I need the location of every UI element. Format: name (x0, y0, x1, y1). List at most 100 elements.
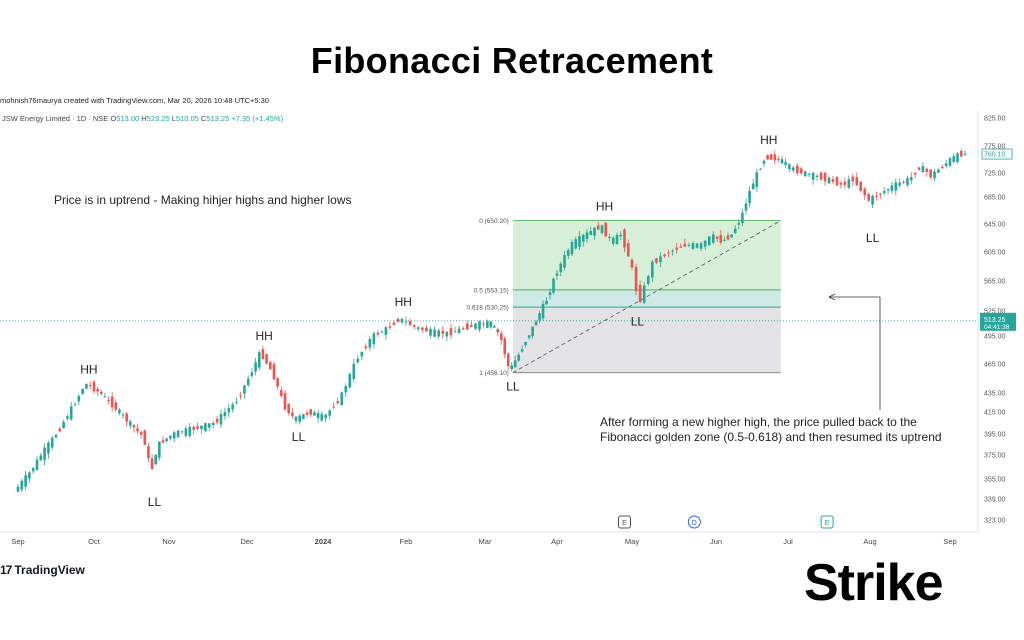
candle-body (392, 322, 396, 326)
candle-body (332, 406, 336, 408)
candle-body (336, 401, 340, 404)
candle-body (408, 321, 412, 326)
candle-body (506, 353, 510, 367)
candle-body (538, 313, 541, 321)
fib-zone-golden (512, 289, 781, 308)
candle-body (139, 431, 143, 435)
candle-body (600, 225, 604, 233)
candle-body (815, 175, 819, 178)
fib-level-label: 0.618 (530.25) (467, 305, 509, 312)
candle-body (150, 458, 154, 469)
y-tick-label: 395.00 (984, 432, 1006, 439)
candle-body (517, 354, 520, 361)
candle-body (871, 195, 874, 205)
candle-body (352, 363, 356, 380)
candle-body (147, 446, 150, 459)
trend-line (512, 220, 781, 374)
candle-body (165, 438, 168, 442)
candle-body (489, 321, 493, 328)
candle-body (28, 472, 31, 479)
y-tick-label: 825.00 (984, 116, 1006, 123)
chart-canvas[interactable]: JSW Energy Limited · 1D · NSE O513.00 H5… (0, 0, 1024, 560)
candle-body (563, 255, 566, 268)
candle-body (929, 169, 932, 178)
candle-body (43, 447, 46, 461)
candle-body (421, 327, 424, 330)
pivot-label-hh: HH (255, 329, 272, 343)
event-marker-label: E (825, 520, 830, 527)
candle-body (433, 329, 436, 337)
candle-body (372, 333, 376, 345)
candle-body (47, 442, 50, 454)
candle-body (268, 362, 272, 370)
y-tick-label: 605.00 (984, 250, 1006, 257)
candle-body (894, 182, 898, 191)
candle-body (31, 467, 35, 472)
candle-body (531, 326, 534, 337)
candle-body (294, 416, 298, 422)
candle-body (655, 258, 658, 263)
candle-body (651, 261, 654, 278)
candle-body (634, 266, 638, 292)
candle-body (623, 229, 626, 248)
candle-body (679, 246, 683, 248)
candle-body (726, 235, 730, 240)
candle-body (882, 191, 886, 194)
candle-body (963, 153, 967, 155)
candle-body (291, 412, 294, 416)
candle-body (552, 278, 555, 293)
candle-body (630, 259, 634, 268)
pivot-label-ll: LL (866, 231, 880, 245)
candle-body (243, 385, 246, 394)
candle-body (272, 364, 276, 380)
candle-body (211, 423, 215, 426)
candle-body (663, 254, 666, 257)
candle-body (96, 389, 99, 392)
candle-body (819, 172, 823, 180)
candle-body (741, 212, 744, 224)
candle-body (596, 225, 600, 230)
candle-body (132, 424, 136, 428)
candle-body (687, 244, 691, 246)
pivot-label-ll: LL (506, 380, 520, 394)
candle-body (246, 378, 250, 386)
candle-body (780, 159, 784, 164)
candle-body (348, 374, 352, 388)
candle-body (344, 386, 348, 393)
ohlc-line: JSW Energy Limited · 1D · NSE O513.00 H5… (2, 114, 284, 123)
candle-body (570, 241, 574, 255)
candle-body (723, 239, 726, 241)
candle-body (81, 388, 84, 394)
x-tick-label: Aug (863, 537, 876, 546)
candle-body (737, 223, 741, 225)
candle-body (589, 231, 593, 235)
candle-body (715, 236, 719, 239)
candle-body (890, 185, 894, 191)
candle-body (944, 163, 948, 167)
tradingview-mark-icon: 17 (0, 563, 12, 577)
candle-body (902, 181, 905, 183)
chart-title: Fibonacci Retracement (310, 40, 714, 81)
candle-body (437, 330, 440, 337)
tradingview-logo: 17 TradingView (0, 563, 85, 577)
event-marker-label: D (692, 520, 697, 527)
candle-body (298, 415, 302, 422)
candle-body (143, 430, 147, 445)
candle-body (795, 165, 799, 174)
credit-line: mohnish76maurya created with TradingView… (0, 96, 269, 105)
pivot-label-hh: HH (596, 200, 613, 214)
candle-body (578, 236, 581, 247)
candle-body (626, 243, 630, 257)
candle-body (486, 321, 489, 328)
candle-body (200, 425, 203, 430)
candle-body (388, 326, 392, 328)
candle-body (231, 404, 234, 410)
candle-body (250, 372, 254, 376)
candle-body (604, 222, 608, 237)
candle-body (441, 330, 445, 334)
candle-body (328, 410, 331, 416)
candle-body (35, 459, 39, 470)
candle-body (235, 401, 238, 403)
y-tick-label: 495.00 (984, 334, 1006, 341)
candle-body (99, 391, 103, 394)
